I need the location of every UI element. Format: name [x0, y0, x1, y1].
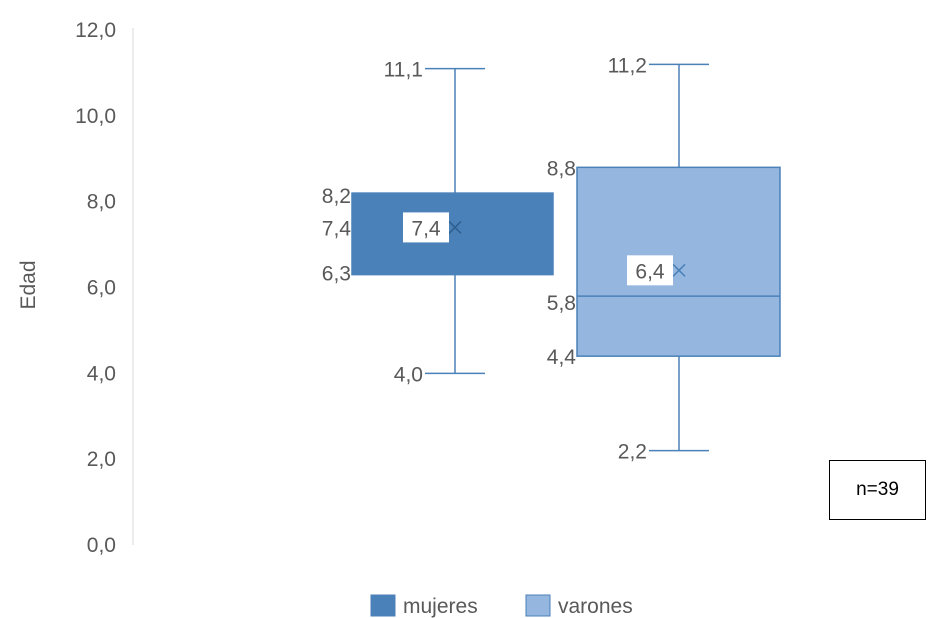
y-tick-label: 8,0 [87, 191, 116, 214]
q3-label: 8,2 [322, 185, 351, 208]
y-tick-label: 6,0 [87, 277, 116, 300]
y-tick-label: 12,0 [75, 19, 116, 42]
q3-label: 8,8 [547, 157, 576, 180]
median-label: 7,4 [322, 217, 352, 240]
y-tick-labels: 0,0 2,0 4,0 6,0 8,0 10,0 12,0 [75, 19, 116, 557]
sample-size-box: n=39 [829, 460, 926, 520]
legend: mujeres varones [370, 594, 633, 618]
mean-label: 7,4 [411, 217, 441, 240]
boxes: 7,4 11,1 4,0 8,2 7,4 6,3 6,4 11,2 2,2 8,8 5,8 4,4 [322, 54, 781, 464]
box-varones: 6,4 11,2 2,2 8,8 5,8 4,4 [547, 54, 781, 464]
legend-item-mujeres: mujeres [370, 594, 478, 618]
min-label: 4,0 [394, 363, 423, 386]
iqr-box [576, 166, 781, 357]
legend-swatch [370, 594, 396, 617]
y-axis-label: Edad [17, 260, 40, 309]
legend-item-varones: varones [525, 594, 633, 618]
mean-marker [672, 263, 686, 277]
min-label: 2,2 [618, 441, 647, 464]
q1-label: 4,4 [547, 346, 577, 369]
mean-label-background [403, 212, 449, 243]
sample-size-text: n=39 [856, 479, 899, 500]
iqr-box [351, 192, 554, 276]
mean-label-group: 7,4 [403, 212, 449, 243]
y-tick-label: 4,0 [87, 362, 116, 385]
mean-marker [448, 220, 462, 234]
legend-label: mujeres [403, 595, 478, 618]
legend-swatch [525, 594, 551, 617]
y-tick-label: 2,0 [87, 448, 116, 471]
mean-label-group: 6,4 [627, 255, 673, 286]
mean-label-background [627, 255, 673, 286]
q1-label: 6,3 [322, 263, 351, 286]
max-label: 11,1 [384, 59, 423, 82]
box-mujeres: 7,4 11,1 4,0 8,2 7,4 6,3 [322, 59, 554, 386]
median-label: 5,8 [547, 292, 576, 315]
y-tick-label: 10,0 [75, 105, 116, 128]
max-label: 11,2 [608, 54, 647, 77]
legend-label: varones [558, 595, 633, 618]
y-tick-label: 0,0 [87, 534, 116, 557]
mean-label: 6,4 [635, 260, 665, 283]
